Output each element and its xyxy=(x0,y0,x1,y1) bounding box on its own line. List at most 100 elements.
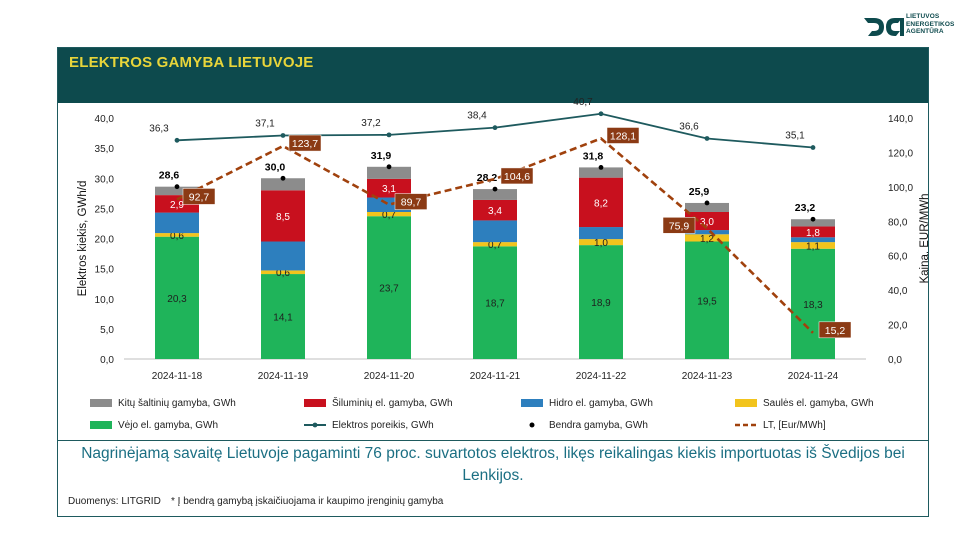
price-label-box xyxy=(288,134,322,152)
bar-2 xyxy=(791,237,835,243)
price-label-box xyxy=(818,321,852,339)
bar-label: 0,6 xyxy=(276,268,290,279)
x-tick-label: 2024-11-23 xyxy=(682,371,733,382)
separator xyxy=(58,440,928,441)
y-tick-label: 0,0 xyxy=(100,355,114,366)
footnote: * Į bendrą gamybą įskaičiuojama ir kaupi… xyxy=(171,496,444,507)
bar-label: 1,2 xyxy=(700,234,714,245)
legend-label: Vėjo el. gamyba, GWh xyxy=(118,420,218,431)
bar-4 xyxy=(579,167,623,178)
brand-line-2: ENERGETIKOS xyxy=(906,20,955,28)
bar-label: 3,4 xyxy=(488,206,502,217)
total-label: 23,2 xyxy=(795,202,816,214)
bar-label: 14,1 xyxy=(273,313,293,324)
y2-axis-title: Kaina, EUR/MWh xyxy=(919,193,928,283)
total-label: 31,8 xyxy=(583,150,604,162)
bar-1 xyxy=(473,242,517,247)
brand-logo xyxy=(864,18,904,36)
bar-4 xyxy=(473,189,517,200)
bar-label: 1,0 xyxy=(594,238,608,249)
demand-label: 37,1 xyxy=(255,118,275,129)
bar-2 xyxy=(261,241,305,271)
total-label: 30,0 xyxy=(265,161,286,173)
price-label: 123,7 xyxy=(292,138,318,150)
bar-4 xyxy=(685,202,729,212)
demand-label: 40,7 xyxy=(573,97,593,108)
bar-0 xyxy=(473,246,517,359)
price-label-box xyxy=(662,217,696,234)
bar-label: 1,1 xyxy=(806,241,820,252)
total-label: 28,6 xyxy=(159,170,180,182)
bar-0 xyxy=(155,236,199,359)
demand-point xyxy=(704,136,710,141)
bar-3 xyxy=(261,190,305,242)
legend-label: Šiluminių el. gamyba, GWh xyxy=(332,396,453,409)
bar-label: 3,0 xyxy=(700,217,714,228)
total-point xyxy=(280,175,286,181)
demand-point xyxy=(492,125,498,131)
price-label: 92,7 xyxy=(189,191,210,203)
bar-2 xyxy=(473,220,517,243)
bar-1 xyxy=(367,211,411,217)
y2-tick-label: 20,0 xyxy=(888,321,908,332)
x-tick-label: 2024-11-19 xyxy=(258,371,309,382)
bar-3 xyxy=(473,199,517,221)
legend-swatch xyxy=(90,399,112,407)
brand-name: LIETUVOS ENERGETIKOS AGENTŪRA xyxy=(906,13,954,36)
chart-frame: ELEKTROS GAMYBA LIETUVOJE 0,0 5,0 10,0 15,0… xyxy=(57,47,929,517)
demand-point xyxy=(280,133,286,138)
bar-0 xyxy=(261,274,305,359)
y2-tick-label: 0,0 xyxy=(888,355,902,366)
bar-2 xyxy=(579,227,623,240)
bar-3 xyxy=(791,226,835,238)
x-tick-label: 2024-11-22 xyxy=(576,371,627,382)
y-tick-label: 25,0 xyxy=(95,204,115,215)
x-tick-label: 2024-11-18 xyxy=(152,371,203,382)
price-label-box xyxy=(500,167,534,185)
bar-0 xyxy=(579,245,623,359)
x-tick-label: 2024-11-24 xyxy=(788,371,839,382)
y-tick-label: 30,0 xyxy=(95,174,115,185)
legend-swatch-dot xyxy=(312,422,318,428)
chart: 0,0 5,0 10,0 15,0 20,0 25,0 30,0 35,0 40,0 0,0 20,… xyxy=(77,97,928,431)
total-point xyxy=(704,200,710,206)
price-label: 75,9 xyxy=(669,220,690,232)
y2-tick-label: 140,0 xyxy=(888,114,913,125)
summary-message: Nagrinėjamą savaitę Lietuvoje pagaminti … xyxy=(81,445,905,484)
demand-label: 36,3 xyxy=(149,123,169,134)
legend-label: LT, [Eur/MWh] xyxy=(763,420,826,431)
total-point xyxy=(174,184,180,190)
price-label: 128,1 xyxy=(610,130,636,142)
y2-tick-label: 80,0 xyxy=(888,217,908,228)
y2-tick-label: 60,0 xyxy=(888,252,908,263)
legend-label: Saulės el. gamyba, GWh xyxy=(763,398,874,409)
bar-3 xyxy=(579,177,623,228)
bar-4 xyxy=(261,178,305,191)
demand-label: 38,4 xyxy=(467,111,487,122)
price-label-box xyxy=(606,127,640,144)
bar-label: 8,2 xyxy=(594,198,608,209)
demand-point xyxy=(810,145,816,150)
bar-3 xyxy=(367,178,411,198)
total-point xyxy=(492,186,498,192)
bar-0 xyxy=(685,241,729,359)
y2-tick-label: 40,0 xyxy=(888,286,908,297)
legend-swatch xyxy=(90,421,112,429)
header-bar: ELEKTROS GAMYBA LIETUVOJE xyxy=(58,48,928,103)
bar-label: 20,3 xyxy=(167,294,187,305)
legend-label: Elektros poreikis, GWh xyxy=(332,420,434,431)
bar-label: 1,8 xyxy=(806,228,820,239)
bar-4 xyxy=(367,166,411,179)
price-label: 89,7 xyxy=(401,197,422,209)
bar-2 xyxy=(155,212,199,234)
demand-label: 36,6 xyxy=(679,121,699,132)
price-label-box xyxy=(394,193,428,210)
x-tick-label: 2024-11-20 xyxy=(364,371,415,382)
total-point xyxy=(598,165,604,170)
total-label: 31,9 xyxy=(371,150,392,162)
legend-swatch xyxy=(529,422,535,428)
bar-label: 19,5 xyxy=(697,296,717,307)
bar-0 xyxy=(791,248,835,359)
legend-label: Hidro el. gamyba, GWh xyxy=(549,398,653,409)
legend-swatch xyxy=(735,399,757,407)
